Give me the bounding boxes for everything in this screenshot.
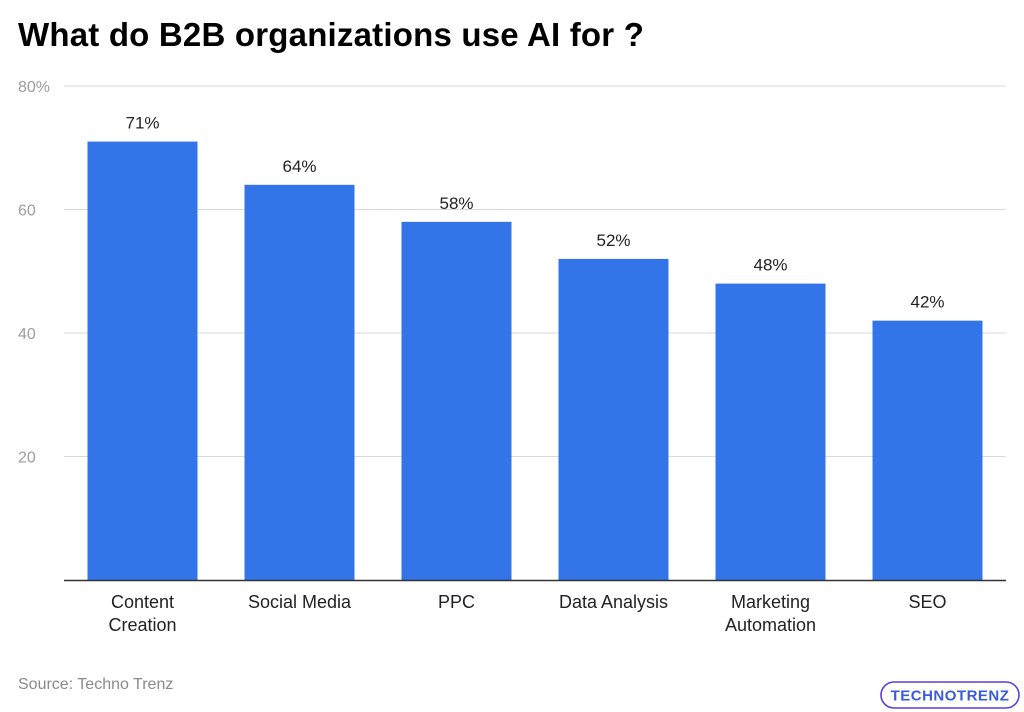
svg-text:TECHNOTRENZ: TECHNOTRENZ: [891, 688, 1010, 705]
bar: [244, 184, 355, 581]
techno-trenz-logo: TECHNOTRENZ: [880, 681, 1020, 709]
y-tick-label: 40: [18, 326, 36, 343]
x-tick-label: Content: [111, 592, 174, 612]
x-tick-label: Social Media: [248, 592, 352, 612]
bar-value-label: 52%: [596, 231, 630, 250]
x-tick-label: PPC: [438, 592, 475, 612]
bar-value-label: 58%: [439, 194, 473, 213]
bar-value-label: 64%: [282, 157, 316, 176]
bar: [87, 141, 198, 580]
bar-value-label: 71%: [125, 114, 159, 133]
bar-value-label: 42%: [910, 293, 944, 312]
x-tick-label: Creation: [108, 615, 176, 635]
bar: [558, 258, 669, 580]
y-tick-label: 80%: [18, 79, 50, 96]
bar: [715, 283, 826, 580]
x-tick-label: Automation: [725, 615, 816, 635]
bar: [872, 320, 983, 580]
chart-title: What do B2B organizations use AI for ?: [18, 16, 645, 53]
bar-value-label: 48%: [753, 256, 787, 275]
y-tick-label: 20: [18, 450, 36, 467]
y-tick-label: 60: [18, 203, 36, 220]
x-tick-label: Data Analysis: [559, 592, 668, 612]
source-note: Source: Techno Trenz: [18, 676, 174, 693]
x-tick-label: Marketing: [731, 592, 810, 612]
x-tick-label: SEO: [908, 592, 946, 612]
bar: [401, 221, 512, 580]
